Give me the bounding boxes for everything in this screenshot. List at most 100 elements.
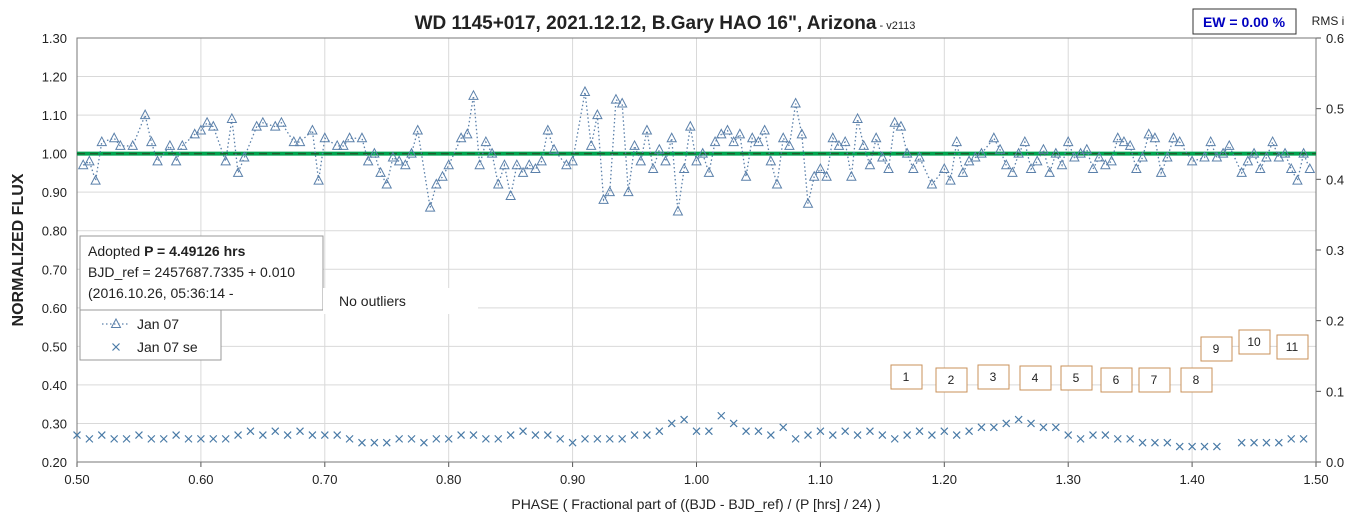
data-point	[697, 147, 709, 158]
data-point	[765, 155, 777, 166]
marker-label: 3	[990, 370, 997, 384]
data-point	[196, 434, 205, 443]
marker-label: 5	[1073, 371, 1080, 385]
data-point	[988, 132, 1000, 143]
data-point	[568, 438, 577, 447]
data-point	[338, 139, 349, 150]
data-point	[1186, 155, 1198, 166]
data-point	[246, 427, 255, 436]
data-point	[592, 109, 603, 120]
data-point	[1304, 162, 1316, 174]
x-tick-label: 0.50	[64, 472, 89, 487]
data-point	[307, 124, 318, 135]
data-point	[766, 431, 775, 439]
data-point	[1242, 155, 1254, 166]
data-point	[605, 434, 614, 443]
data-point	[443, 159, 455, 170]
data-point	[1007, 166, 1018, 177]
data-point	[135, 431, 143, 439]
data-point	[1205, 136, 1217, 147]
data-point	[852, 112, 863, 123]
data-point	[1292, 174, 1303, 185]
data-point	[209, 434, 218, 443]
marker-label: 4	[1032, 371, 1039, 385]
data-point	[684, 120, 696, 131]
data-point	[1131, 162, 1142, 174]
data-point	[907, 162, 919, 174]
data-point	[1279, 147, 1291, 158]
data-point	[703, 166, 715, 177]
data-point	[846, 170, 857, 181]
data-point	[604, 186, 616, 197]
data-point	[1299, 434, 1308, 443]
data-point	[419, 438, 428, 447]
data-point	[952, 431, 961, 439]
y-tick-label: 0.70	[42, 262, 67, 277]
marker-box	[977, 364, 1010, 390]
data-point	[486, 147, 498, 158]
y2-tick-label: 0.6	[1326, 31, 1344, 46]
data-point	[308, 431, 317, 439]
data-point	[234, 431, 242, 439]
data-point	[816, 427, 825, 436]
data-point	[523, 159, 535, 170]
data-point	[945, 174, 956, 185]
data-point	[889, 116, 901, 127]
x-tick-label: 0.80	[436, 472, 461, 487]
data-point	[517, 166, 529, 177]
data-point	[957, 166, 969, 177]
data-point	[283, 431, 292, 439]
data-point	[548, 143, 560, 154]
data-point	[678, 162, 690, 174]
marker-box	[935, 367, 968, 393]
data-point	[127, 139, 139, 150]
data-point	[864, 159, 876, 170]
data-point	[853, 431, 862, 439]
data-point	[585, 139, 597, 150]
data-point	[883, 162, 894, 174]
x-tick-label: 0.60	[188, 472, 213, 487]
data-point	[345, 434, 354, 443]
data-point	[1118, 136, 1130, 147]
data-point	[536, 155, 547, 166]
data-point	[170, 155, 182, 166]
data-point	[759, 124, 770, 135]
data-point	[461, 128, 473, 139]
data-point	[1101, 431, 1110, 439]
annotation-line: Adopted P = 4.49126 hrs	[88, 243, 246, 259]
data-point	[294, 136, 306, 147]
data-point	[940, 427, 949, 436]
data-point	[481, 434, 490, 443]
data-point	[729, 419, 738, 428]
marker-box	[1276, 334, 1309, 360]
annotation-prefix: Adopted	[88, 243, 144, 259]
data-point	[232, 166, 244, 177]
data-point	[519, 427, 527, 436]
data-point	[84, 155, 95, 166]
data-point	[647, 162, 659, 174]
title-main: WD 1145+017, 2021.12.12, B.Gary HAO 16",…	[415, 13, 877, 34]
data-point	[777, 132, 789, 143]
data-point	[226, 112, 238, 123]
marker-label: 9	[1213, 342, 1220, 356]
data-point	[320, 431, 329, 439]
data-point	[207, 120, 219, 131]
data-point	[1002, 419, 1011, 428]
data-point	[108, 132, 120, 143]
data-point	[499, 159, 510, 170]
data-point	[610, 93, 622, 104]
data-point	[556, 434, 565, 443]
annotation-line: (2016.10.26, 05:36:14 -	[88, 285, 234, 301]
data-point	[1081, 143, 1093, 154]
data-point	[1151, 438, 1159, 447]
data-point	[164, 139, 176, 150]
data-point	[115, 139, 126, 150]
data-point	[989, 423, 998, 432]
badge: EW = 0.00 %	[1203, 14, 1286, 30]
y2-tick-label: 0.3	[1326, 243, 1344, 258]
data-point	[927, 431, 936, 439]
data-point	[1056, 159, 1068, 170]
y-tick-label: 1.30	[42, 31, 67, 46]
x-tick-label: 1.10	[808, 472, 833, 487]
